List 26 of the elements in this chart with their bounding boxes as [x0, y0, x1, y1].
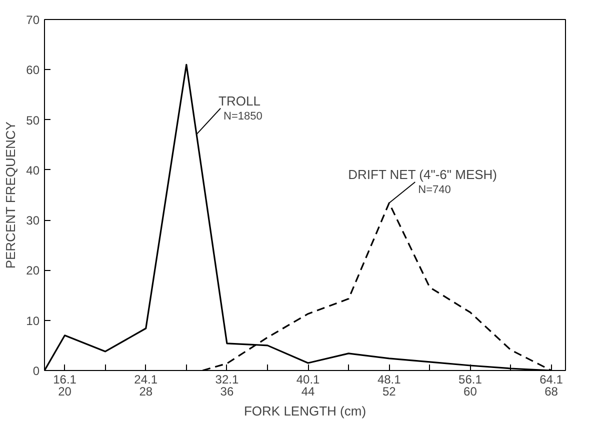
y-tick-label: 30 — [26, 214, 40, 228]
y-axis-title: PERCENT FREQUENCY — [3, 121, 18, 269]
x-tick-label: 52 — [382, 384, 396, 398]
y-tick-label: 0 — [32, 364, 40, 378]
x2-tick-label: 64.1 — [540, 372, 564, 386]
x2-tick-label: 32.1 — [215, 372, 239, 386]
y-tick-label: 70 — [26, 13, 40, 27]
x-tick-label: 36 — [220, 384, 234, 398]
annotation: TROLL N=1850 — [218, 93, 262, 122]
x-tick-label: 44 — [301, 384, 316, 398]
x-tick-label: 20 — [58, 384, 72, 398]
annotation: DRIFT NET (4"-6" MESH) N=740 — [348, 167, 498, 196]
x-axis-title: FORK LENGTH (cm) — [244, 404, 366, 418]
x2-tick-label: 56.1 — [458, 372, 482, 386]
y-tick-label: 20 — [26, 264, 40, 278]
y-tick-label: 60 — [26, 63, 40, 78]
y-tick-label: 40 — [26, 163, 40, 178]
x-tick-label: 28 — [139, 384, 153, 398]
y-tick-label: 50 — [26, 113, 40, 128]
x2-tick-label: 24.1 — [134, 372, 158, 386]
y-tick-label: 10 — [26, 314, 40, 328]
x2-tick-label: 40.1 — [296, 372, 320, 386]
x2-tick-label: 16.1 — [53, 372, 77, 386]
x2-tick-label: 48.1 — [377, 372, 402, 386]
x-tick-label: 68 — [544, 384, 558, 398]
x-tick-label: 60 — [464, 384, 478, 398]
